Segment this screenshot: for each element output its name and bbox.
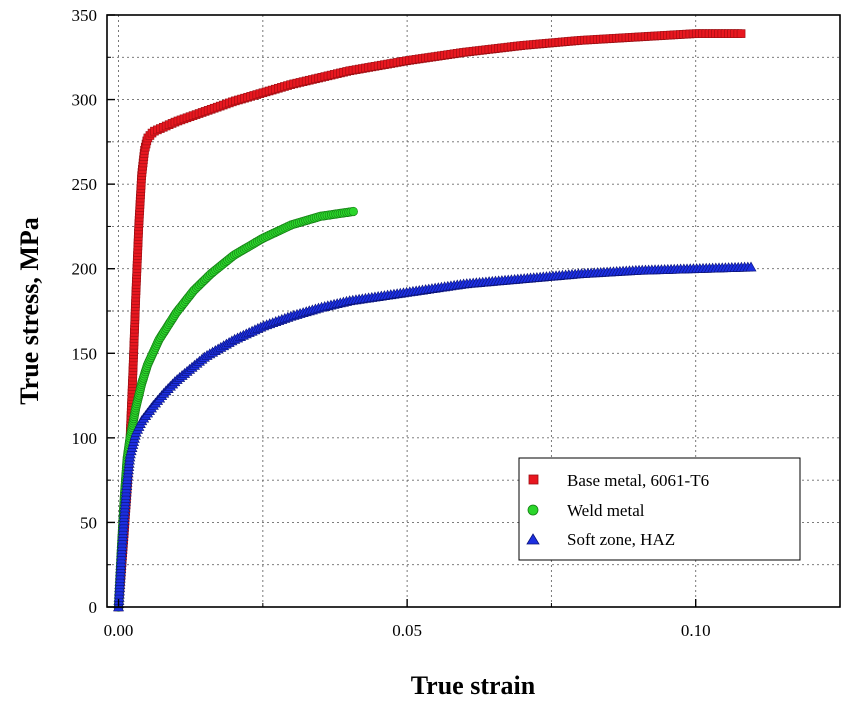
axis-ticks <box>107 14 841 608</box>
y-tick-label: 50 <box>80 513 97 532</box>
y-tick-label: 100 <box>72 429 98 448</box>
y-tick-label: 250 <box>72 175 98 194</box>
x-tick-label: 0.10 <box>681 621 711 640</box>
y-tick-label: 350 <box>72 6 98 25</box>
y-axis-title: True stress, MPa <box>15 217 44 405</box>
y-tick-label: 0 <box>89 598 98 617</box>
x-tick-label: 0.00 <box>104 621 134 640</box>
legend-label-soft-zone: Soft zone, HAZ <box>567 530 675 549</box>
legend-marker-weld-metal <box>527 504 539 516</box>
y-tick-label: 150 <box>72 344 98 363</box>
y-tick-label: 300 <box>72 91 98 110</box>
series-layer <box>113 29 757 612</box>
legend: Base metal, 6061-T6 Weld metal Soft zone… <box>518 457 801 561</box>
legend-box <box>518 457 801 561</box>
y-tick-label: 200 <box>72 260 98 279</box>
data-point <box>348 206 358 217</box>
series-2 <box>113 261 757 612</box>
legend-marker-base-metal <box>528 474 539 485</box>
legend-marker-soft-zone <box>526 533 540 545</box>
legend-label-weld-metal: Weld metal <box>567 501 645 520</box>
x-tick-label: 0.05 <box>392 621 422 640</box>
y-tick-labels: 0 50 100 150 200 250 300 350 <box>72 6 98 617</box>
data-point <box>736 29 746 38</box>
legend-label-base-metal: Base metal, 6061-T6 <box>567 471 709 490</box>
data-point <box>745 261 757 272</box>
x-tick-labels: 0.00 0.05 0.10 <box>104 621 711 640</box>
x-axis-title: True strain <box>411 671 536 700</box>
